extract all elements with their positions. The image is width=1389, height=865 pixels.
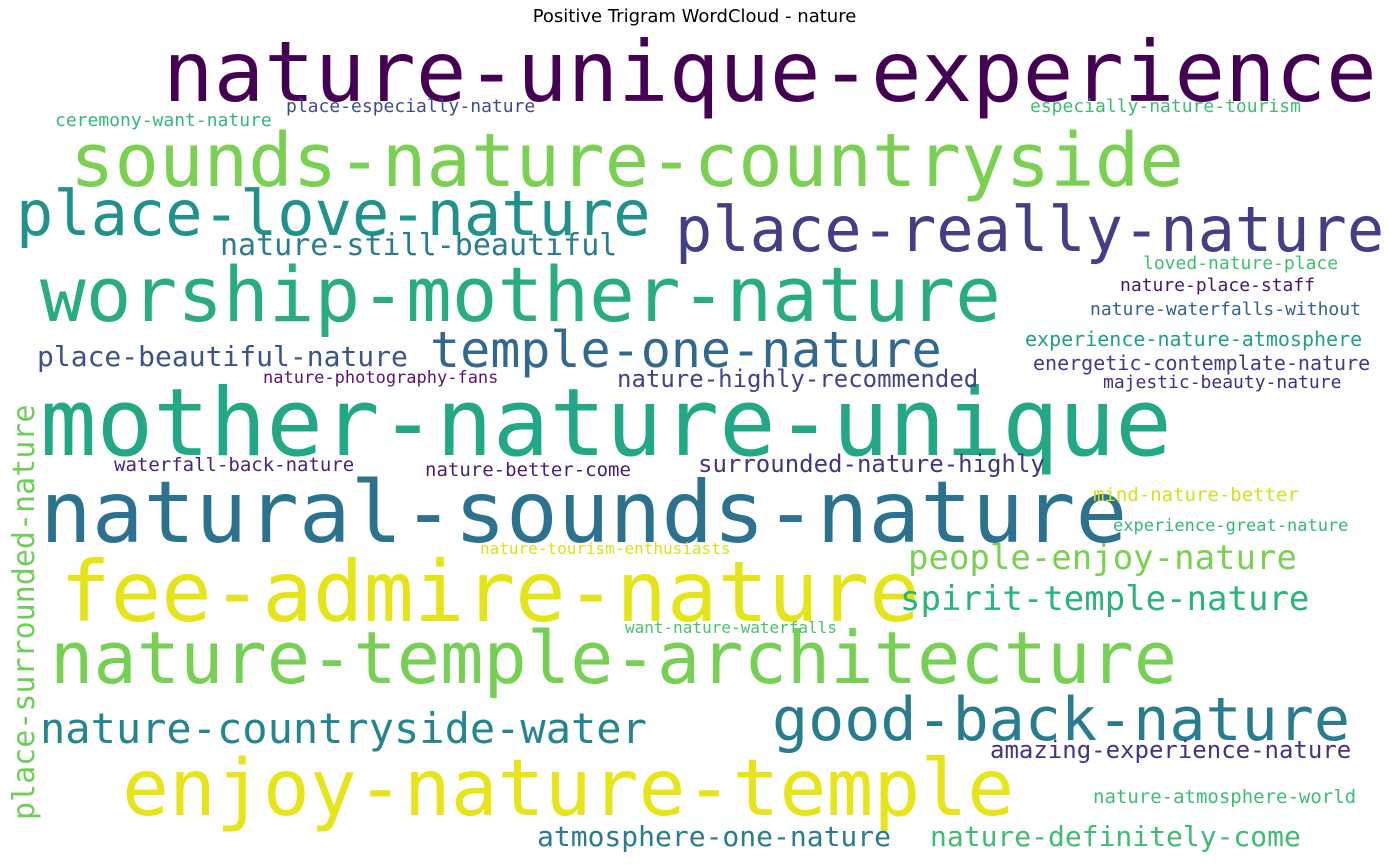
word-place-surrounded-nature: place-surrounded-nature	[7, 404, 42, 820]
word-nature-better-come: nature-better-come	[425, 459, 631, 481]
chart-title: Positive Trigram WordCloud - nature	[532, 6, 857, 27]
word-surrounded-nature-highly: surrounded-nature-highly	[698, 450, 1045, 478]
word-nature-countryside-water: nature-countryside-water	[40, 704, 647, 753]
word-place-especially-nature: place-especially-nature	[286, 96, 536, 117]
word-enjoy-nature-temple: enjoy-nature-temple	[122, 744, 1015, 834]
word-nature-tourism-enthusiasts: nature-tourism-enthusiasts	[480, 539, 731, 558]
word-nature-definitely-come: nature-definitely-come	[930, 820, 1301, 853]
word-nature-atmosphere-world: nature-atmosphere-world	[1093, 786, 1357, 808]
word-mind-nature-better: mind-nature-better	[1093, 484, 1299, 506]
word-loved-nature-place: loved-nature-place	[1143, 253, 1339, 274]
word-waterfall-back-nature: waterfall-back-nature	[114, 454, 355, 476]
word-nature-photography-fans: nature-photography-fans	[263, 368, 499, 388]
word-worship-mother-nature: worship-mother-nature	[40, 250, 1001, 339]
word-nature-waterfalls-without: nature-waterfalls-without	[1090, 299, 1361, 320]
word-especially-nature-tourism: especially-nature-tourism	[1030, 96, 1301, 117]
word-nature-unique-experience: nature-unique-experience	[163, 23, 1377, 121]
word-majestic-beauty-nature: majestic-beauty-nature	[1103, 372, 1342, 393]
word-experience-great-nature: experience-great-nature	[1113, 516, 1349, 536]
word-nature-highly-recommended: nature-highly-recommended	[617, 365, 979, 393]
word-spirit-temple-nature: spirit-temple-nature	[900, 579, 1310, 619]
word-place-really-nature: place-really-nature	[675, 193, 1385, 266]
word-place-love-nature: place-love-nature	[16, 177, 651, 250]
word-sounds-nature-countryside: sounds-nature-countryside	[70, 118, 1184, 204]
word-experience-nature-atmosphere: experience-nature-atmosphere	[1025, 327, 1363, 351]
word-nature-still-beautiful: nature-still-beautiful	[220, 228, 618, 263]
word-natural-sounds-nature: natural-sounds-nature	[40, 463, 1128, 563]
word-good-back-nature: good-back-nature	[772, 685, 1350, 755]
word-people-enjoy-nature: people-enjoy-nature	[908, 538, 1297, 578]
word-nature-place-staff: nature-place-staff	[1120, 275, 1316, 296]
word-nature-temple-architecture: nature-temple-architecture	[50, 616, 1178, 700]
word-energetic-contemplate-nature: energetic-contemplate-nature	[1033, 351, 1371, 375]
word-mother-nature-unique: mother-nature-unique	[40, 369, 1172, 478]
word-atmosphere-one-nature: atmosphere-one-nature	[537, 820, 892, 853]
word-want-nature-waterfalls: want-nature-waterfalls	[625, 618, 837, 637]
word-fee-admire-nature: fee-admire-nature	[60, 543, 920, 641]
word-temple-one-nature: temple-one-nature	[430, 321, 942, 379]
word-amazing-experience-nature: amazing-experience-nature	[990, 736, 1352, 764]
word-ceremony-want-nature: ceremony-want-nature	[55, 110, 272, 131]
word-place-beautiful-nature: place-beautiful-nature	[37, 340, 408, 373]
